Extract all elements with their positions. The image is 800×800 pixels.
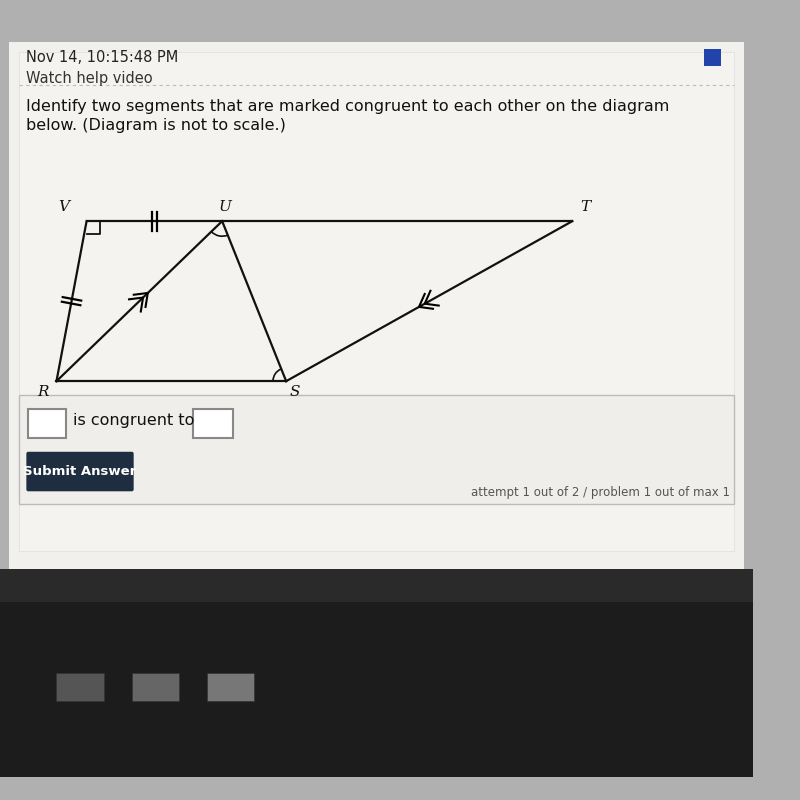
FancyBboxPatch shape: [26, 452, 134, 491]
Text: Submit Answer: Submit Answer: [23, 465, 137, 478]
Text: Nov 14, 10:15:48 PM: Nov 14, 10:15:48 PM: [26, 50, 178, 65]
Text: Identify two segments that are marked congruent to each other on the diagram: Identify two segments that are marked co…: [26, 98, 670, 114]
Bar: [207, 673, 254, 702]
FancyBboxPatch shape: [19, 395, 734, 503]
Text: R: R: [38, 385, 49, 399]
Text: V: V: [58, 200, 70, 214]
FancyBboxPatch shape: [0, 570, 753, 777]
Bar: [132, 673, 179, 702]
Text: Watch help video: Watch help video: [26, 70, 153, 86]
Text: is congruent to: is congruent to: [74, 414, 194, 428]
Bar: [704, 49, 721, 66]
Text: U: U: [218, 200, 231, 214]
Text: attempt 1 out of 2 / problem 1 out of max 1: attempt 1 out of 2 / problem 1 out of ma…: [470, 486, 730, 499]
Text: below. (Diagram is not to scale.): below. (Diagram is not to scale.): [26, 118, 286, 133]
Text: T: T: [580, 200, 590, 214]
FancyBboxPatch shape: [28, 410, 66, 438]
Text: S: S: [290, 385, 301, 399]
FancyBboxPatch shape: [193, 410, 233, 438]
FancyBboxPatch shape: [0, 570, 753, 602]
FancyBboxPatch shape: [10, 42, 744, 570]
FancyBboxPatch shape: [19, 52, 734, 550]
Bar: [57, 673, 103, 702]
